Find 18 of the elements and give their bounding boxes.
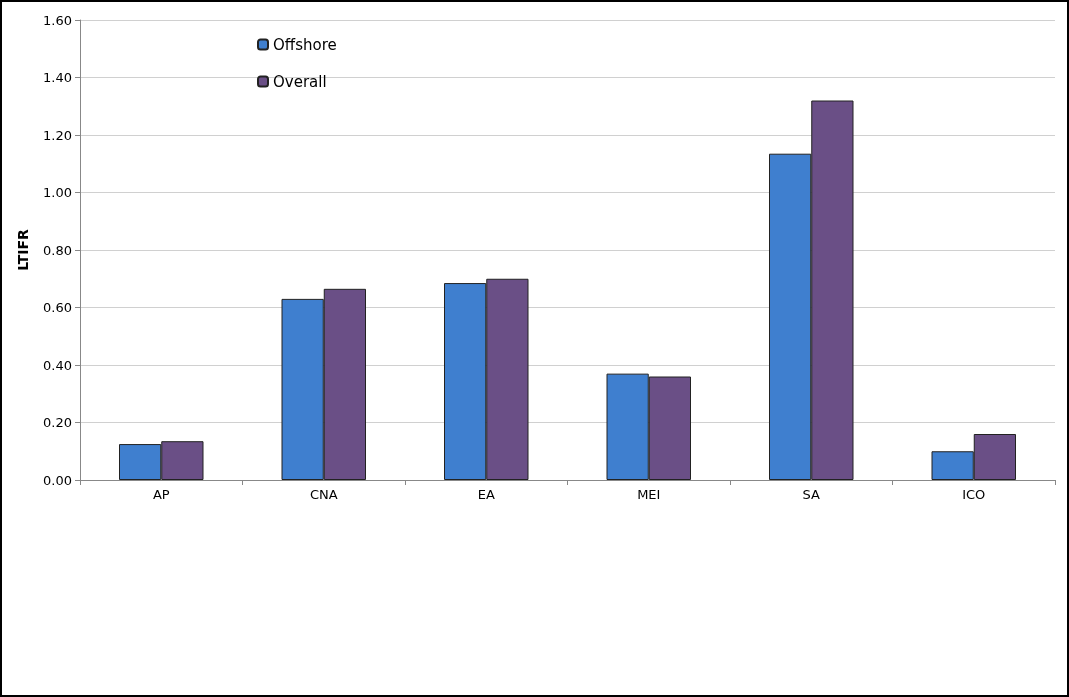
- x-tick-label: AP: [152, 487, 170, 502]
- y-tick-label: 0.20: [43, 415, 72, 430]
- legend-label: Overall: [273, 72, 327, 91]
- x-tick-label: CNA: [309, 487, 338, 502]
- y-tick-label: 1.20: [43, 127, 72, 143]
- y-tick-label: 0.60: [43, 300, 72, 315]
- y-axis-title: LTIFR: [15, 228, 31, 271]
- x-tick-label: EA: [477, 487, 495, 502]
- y-tick-label: 1.40: [43, 70, 72, 85]
- y-tick-label: 0.80: [43, 242, 72, 258]
- y-tick-label: 0.40: [43, 357, 72, 373]
- x-tick-label: MEI: [637, 487, 661, 502]
- y-tick-label: 1.60: [43, 12, 72, 28]
- x-tick-label: SA: [802, 487, 821, 502]
- x-tick-label: ICO: [962, 487, 986, 502]
- legend-label: Offshore: [273, 35, 337, 54]
- y-tick-label: 1.00: [43, 185, 72, 200]
- y-tick-label: 0.00: [43, 472, 72, 488]
